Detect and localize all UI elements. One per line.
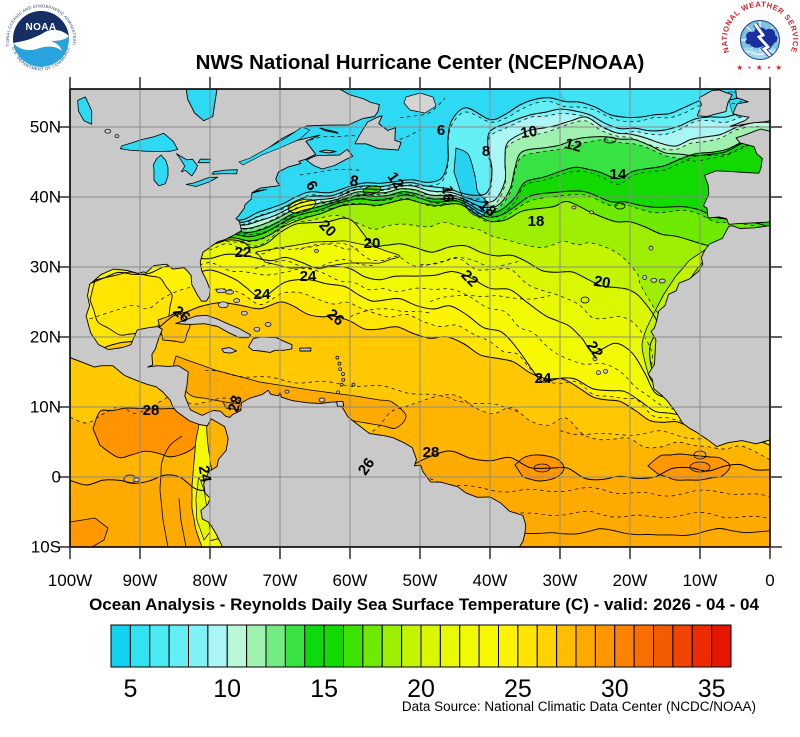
svg-text:20: 20 (592, 273, 611, 293)
svg-text:NWS National Hurricane Center: NWS National Hurricane Center (NCEP/NOAA… (196, 51, 645, 74)
svg-text:0: 0 (52, 467, 61, 486)
svg-text:18: 18 (528, 213, 545, 230)
svg-text:90W: 90W (123, 571, 158, 590)
svg-text:80W: 80W (193, 571, 228, 590)
svg-text:Data Source: National Climatic: Data Source: National Climatic Data Cent… (402, 699, 756, 714)
svg-text:16: 16 (438, 185, 456, 203)
svg-text:35: 35 (698, 675, 726, 703)
svg-text:15: 15 (310, 675, 338, 703)
svg-text:Ocean Analysis - Reynolds Dail: Ocean Analysis - Reynolds Daily Sea Surf… (89, 595, 759, 614)
svg-text:14: 14 (610, 166, 627, 183)
svg-text:28: 28 (143, 402, 160, 419)
svg-text:50N: 50N (30, 117, 61, 136)
svg-text:50W: 50W (403, 571, 438, 590)
svg-text:40W: 40W (473, 571, 508, 590)
svg-text:12: 12 (563, 135, 584, 156)
svg-text:40N: 40N (30, 187, 61, 206)
svg-text:22: 22 (235, 244, 252, 261)
svg-text:20: 20 (364, 235, 381, 252)
svg-text:24: 24 (195, 464, 215, 484)
svg-text:22: 22 (583, 338, 606, 361)
svg-text:70W: 70W (263, 571, 298, 590)
svg-text:0: 0 (765, 571, 774, 590)
svg-text:12: 12 (384, 169, 407, 192)
svg-text:20W: 20W (613, 571, 648, 590)
svg-text:24: 24 (300, 268, 317, 285)
svg-text:10W: 10W (683, 571, 718, 590)
svg-text:20: 20 (407, 675, 435, 703)
svg-text:10: 10 (519, 123, 538, 142)
svg-text:30: 30 (601, 675, 629, 703)
svg-text:30N: 30N (30, 257, 61, 276)
svg-text:100W: 100W (48, 571, 92, 590)
svg-text:30W: 30W (543, 571, 578, 590)
svg-text:28: 28 (423, 444, 440, 461)
svg-text:25: 25 (504, 675, 532, 703)
svg-text:20N: 20N (30, 327, 61, 346)
svg-text:8: 8 (349, 172, 360, 190)
svg-text:★ • ★ • ★: ★ • ★ • ★ (736, 63, 783, 72)
svg-text:24: 24 (535, 370, 552, 387)
svg-text:28: 28 (225, 394, 246, 415)
svg-text:NOAA: NOAA (25, 22, 56, 33)
svg-text:10N: 10N (30, 397, 61, 416)
svg-text:8: 8 (482, 143, 490, 160)
svg-text:10S: 10S (31, 537, 61, 556)
svg-text:60W: 60W (333, 571, 368, 590)
svg-text:5: 5 (123, 675, 137, 703)
svg-text:6: 6 (437, 122, 445, 139)
svg-text:24: 24 (254, 286, 271, 303)
svg-text:26: 26 (355, 455, 378, 478)
svg-text:10: 10 (213, 675, 241, 703)
